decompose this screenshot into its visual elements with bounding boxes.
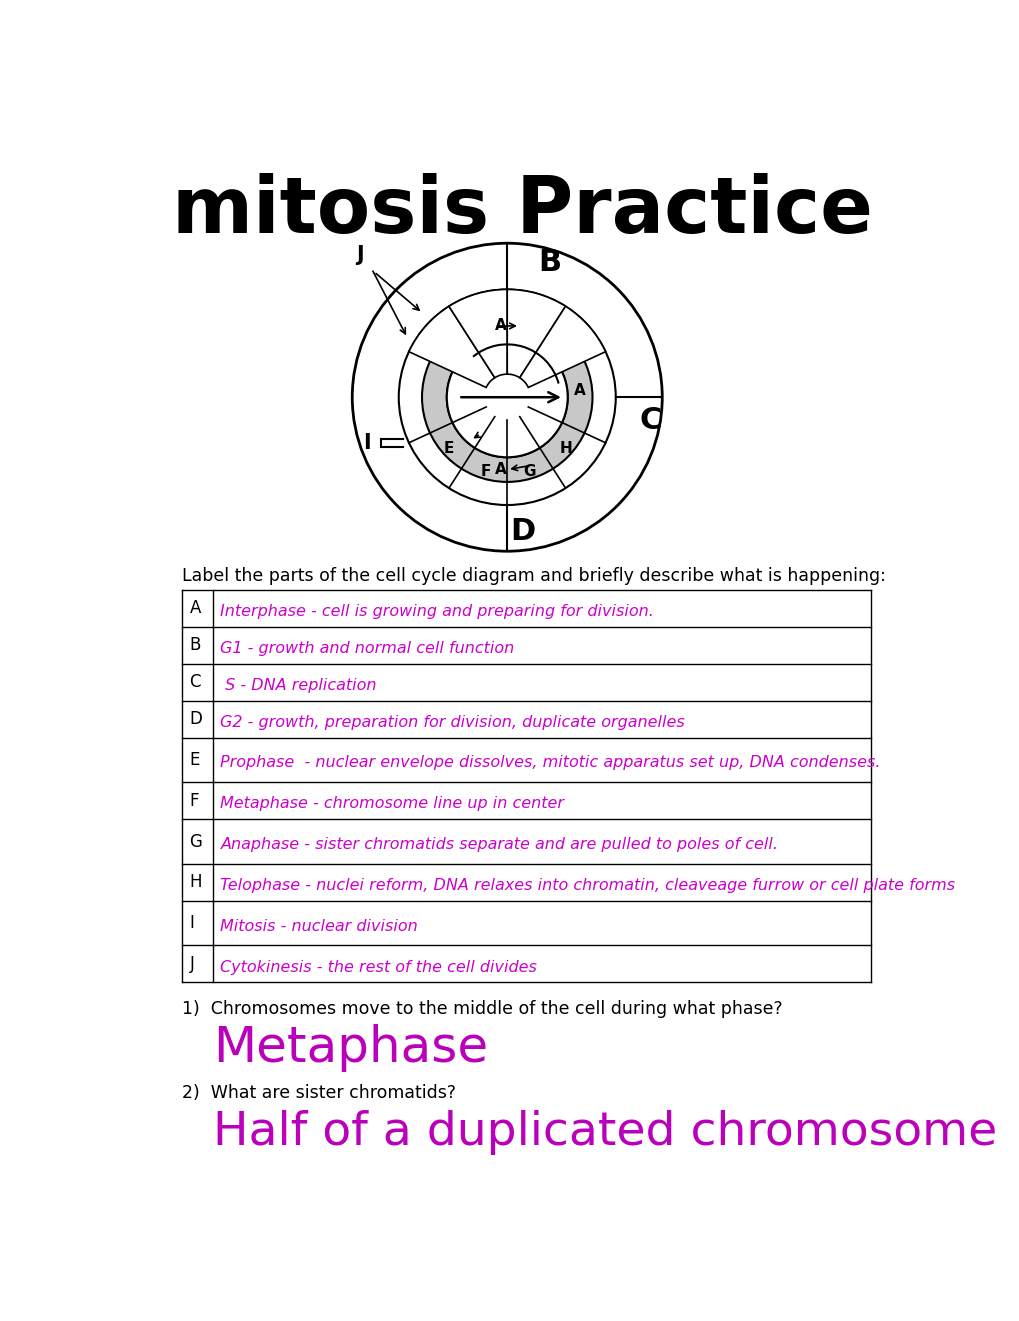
- Circle shape: [446, 337, 568, 457]
- Wedge shape: [520, 306, 605, 387]
- Text: 1)  Chromosomes move to the middle of the cell during what phase?: 1) Chromosomes move to the middle of the…: [181, 1000, 782, 1018]
- Text: J: J: [190, 955, 195, 974]
- Text: D: D: [190, 711, 202, 728]
- Wedge shape: [506, 289, 565, 378]
- Text: H: H: [559, 441, 572, 456]
- Text: H: H: [190, 873, 202, 892]
- Text: Mitosis - nuclear division: Mitosis - nuclear division: [220, 918, 418, 934]
- Text: F: F: [190, 791, 199, 810]
- Text: C: C: [639, 406, 661, 435]
- Text: Interphase - cell is growing and preparing for division.: Interphase - cell is growing and prepari…: [220, 604, 654, 618]
- Text: S - DNA replication: S - DNA replication: [220, 678, 377, 692]
- Text: Anaphase - sister chromatids separate and are pulled to poles of cell.: Anaphase - sister chromatids separate an…: [220, 838, 777, 852]
- Wedge shape: [422, 313, 592, 482]
- Text: G2 - growth, preparation for division, duplicate organelles: G2 - growth, preparation for division, d…: [220, 715, 685, 729]
- Text: E: E: [190, 750, 200, 769]
- Text: B: B: [190, 637, 201, 654]
- Text: Cytokinesis - the rest of the cell divides: Cytokinesis - the rest of the cell divid…: [220, 959, 537, 975]
- Text: Label the parts of the cell cycle diagram and briefly describe what is happening: Label the parts of the cell cycle diagra…: [181, 567, 884, 585]
- Text: J: J: [356, 244, 364, 264]
- Text: A: A: [190, 600, 201, 617]
- Wedge shape: [448, 289, 506, 378]
- Text: I: I: [363, 433, 371, 453]
- Text: F: F: [480, 464, 490, 480]
- Text: G: G: [523, 464, 535, 480]
- Text: A: A: [574, 383, 585, 399]
- Text: Metaphase - chromosome line up in center: Metaphase - chromosome line up in center: [220, 797, 564, 811]
- Text: Telophase - nuclei reform, DNA relaxes into chromatin, cleaveage furrow or cell : Telophase - nuclei reform, DNA relaxes i…: [220, 878, 955, 893]
- Text: B: B: [538, 248, 560, 277]
- Wedge shape: [409, 306, 494, 387]
- Text: G1 - growth and normal cell function: G1 - growth and normal cell function: [220, 641, 515, 655]
- Text: Prophase  - nuclear envelope dissolves, mitotic apparatus set up, DNA condenses.: Prophase - nuclear envelope dissolves, m…: [220, 756, 880, 770]
- Text: E: E: [443, 441, 453, 456]
- Text: 2)  What are sister chromatids?: 2) What are sister chromatids?: [181, 1083, 455, 1102]
- Text: D: D: [510, 518, 535, 547]
- Text: G: G: [190, 832, 202, 851]
- Text: A: A: [494, 462, 506, 477]
- Text: Metaphase: Metaphase: [213, 1024, 487, 1071]
- Text: I: I: [190, 914, 195, 933]
- Text: mitosis Practice: mitosis Practice: [172, 173, 872, 248]
- Text: A: A: [494, 317, 506, 333]
- Text: C: C: [190, 674, 201, 691]
- Text: Half of a duplicated chromosome: Half of a duplicated chromosome: [213, 1110, 996, 1155]
